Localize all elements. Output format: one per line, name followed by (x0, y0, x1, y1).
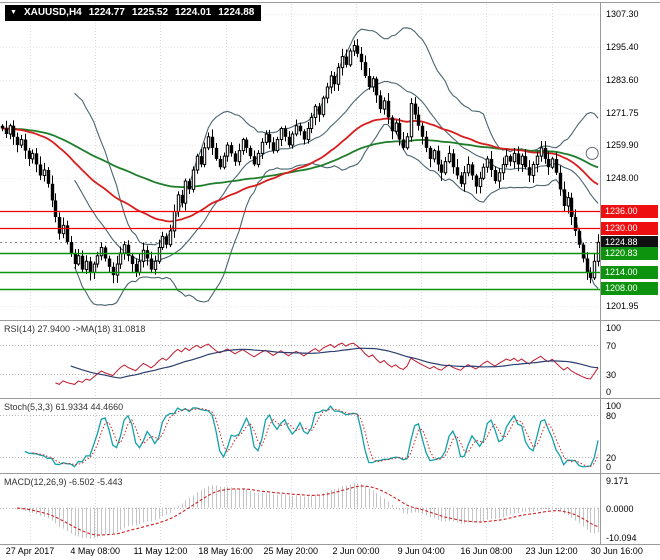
stoch-axis-label: 0 (606, 462, 612, 472)
symbol-period-label: XAUUSD,H4 (23, 7, 82, 18)
rsi-axis-label: 0 (606, 387, 612, 397)
symbol-title-badge: ▼ XAUUSD,H4 1224.77 1225.52 1224.01 1224… (5, 5, 262, 21)
macd-axis-label: 9.171 (606, 476, 629, 486)
price-axis-label: 1295.40 (606, 42, 639, 53)
stoch-axis-label: 20 (606, 453, 617, 463)
price-axis-label: 1248.00 (606, 173, 639, 184)
time-axis-label: 23 Jun 12:00 (525, 546, 578, 556)
time-axis[interactable]: 27 Apr 2017 4 May 08:00 11 May 12:00 18 May… (0, 545, 660, 560)
price-axis[interactable]: 1307.30 1295.40 1283.60 1271.75 1259.90 1248.… (600, 0, 660, 545)
price-axis-label: 1307.30 (606, 9, 639, 20)
stoch-axis-label: 100 (606, 401, 622, 411)
price-axis-label: 1201.95 (606, 300, 639, 311)
price-axis-label: 1271.75 (606, 107, 639, 118)
price-level-badge: 1230.00 (601, 221, 658, 235)
time-axis-label: 2 Jun 00:00 (332, 546, 380, 556)
stoch-indicator-label: Stoch(5,3,3) 61.9334 44.4660 (4, 402, 124, 412)
rsi-axis-label: 30 (606, 370, 617, 381)
time-axis-label: 9 Jun 04:00 (397, 546, 445, 556)
time-axis-label: 27 Apr 2017 (5, 546, 55, 556)
time-axis-label: 11 May 12:00 (133, 546, 188, 556)
ohlc-high-value: 1225.52 (131, 7, 169, 18)
price-axis-label: 1259.90 (606, 140, 639, 151)
macd-axis-label: -10.094 (606, 533, 637, 543)
price-level-badge: 1214.00 (601, 265, 658, 279)
rsi-axis-label: 70 (606, 340, 617, 351)
ohlc-close-value: 1224.88 (218, 7, 255, 18)
price-level-badge: 1236.00 (601, 204, 658, 218)
price-level-badge: 1224.88 (601, 235, 658, 249)
time-axis-label: 25 May 20:00 (263, 546, 319, 556)
ohlc-open-value: 1224.77 (88, 7, 125, 18)
time-axis-label: 18 May 16:00 (198, 546, 253, 556)
chart-menu-icon[interactable]: ▼ (10, 9, 17, 16)
price-level-badge: 1208.00 (601, 282, 658, 296)
macd-axis-label: 0.0000 (606, 503, 634, 514)
ohlc-low-value: 1224.01 (175, 7, 212, 18)
macd-indicator-label: MACD(12,26,9) -6.502 -5.443 (4, 477, 123, 487)
time-axis-label: 4 May 08:00 (70, 546, 120, 556)
stoch-axis-label: 80 (606, 411, 617, 421)
rsi-indicator-label: RSI(14) 27.9400 ->MA(18) 31.0818 (4, 324, 146, 334)
time-axis-label: 30 Jun 16:00 (590, 546, 643, 556)
price-level-badge: 1220.83 (601, 246, 658, 260)
time-axis-label: 16 Jun 08:00 (460, 546, 513, 556)
rsi-axis-label: 100 (606, 323, 622, 333)
price-axis-label: 1283.60 (606, 74, 639, 85)
